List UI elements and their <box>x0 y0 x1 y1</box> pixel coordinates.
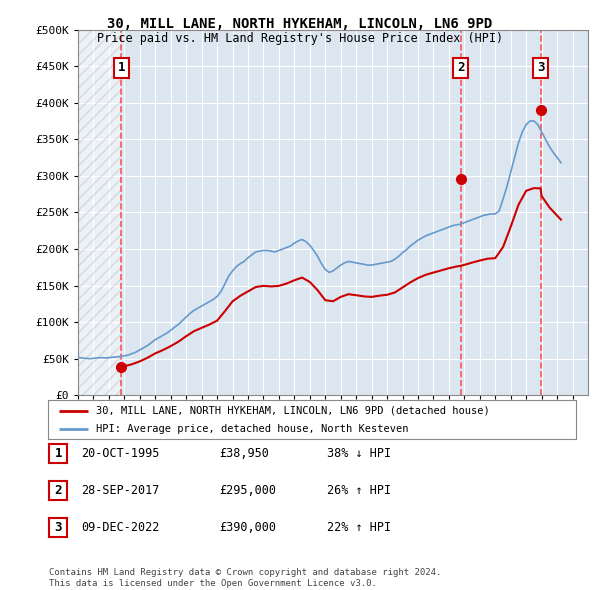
Text: HPI: Average price, detached house, North Kesteven: HPI: Average price, detached house, Nort… <box>95 424 408 434</box>
Text: 3: 3 <box>55 521 62 534</box>
Text: 30, MILL LANE, NORTH HYKEHAM, LINCOLN, LN6 9PD: 30, MILL LANE, NORTH HYKEHAM, LINCOLN, L… <box>107 17 493 31</box>
Text: 2: 2 <box>55 484 62 497</box>
Text: 38% ↓ HPI: 38% ↓ HPI <box>327 447 391 460</box>
Text: 2: 2 <box>457 61 464 74</box>
Text: 28-SEP-2017: 28-SEP-2017 <box>81 484 160 497</box>
Text: 20-OCT-1995: 20-OCT-1995 <box>81 447 160 460</box>
Text: Contains HM Land Registry data © Crown copyright and database right 2024.
This d: Contains HM Land Registry data © Crown c… <box>49 568 442 588</box>
Text: £295,000: £295,000 <box>219 484 276 497</box>
Text: £38,950: £38,950 <box>219 447 269 460</box>
Bar <box>78 30 121 395</box>
Text: 3: 3 <box>537 61 544 74</box>
Text: 30, MILL LANE, NORTH HYKEHAM, LINCOLN, LN6 9PD (detached house): 30, MILL LANE, NORTH HYKEHAM, LINCOLN, L… <box>95 406 489 416</box>
Text: 22% ↑ HPI: 22% ↑ HPI <box>327 521 391 534</box>
Text: 09-DEC-2022: 09-DEC-2022 <box>81 521 160 534</box>
Text: 1: 1 <box>118 61 125 74</box>
Text: Price paid vs. HM Land Registry's House Price Index (HPI): Price paid vs. HM Land Registry's House … <box>97 32 503 45</box>
Text: £390,000: £390,000 <box>219 521 276 534</box>
Text: 26% ↑ HPI: 26% ↑ HPI <box>327 484 391 497</box>
Text: 1: 1 <box>55 447 62 460</box>
